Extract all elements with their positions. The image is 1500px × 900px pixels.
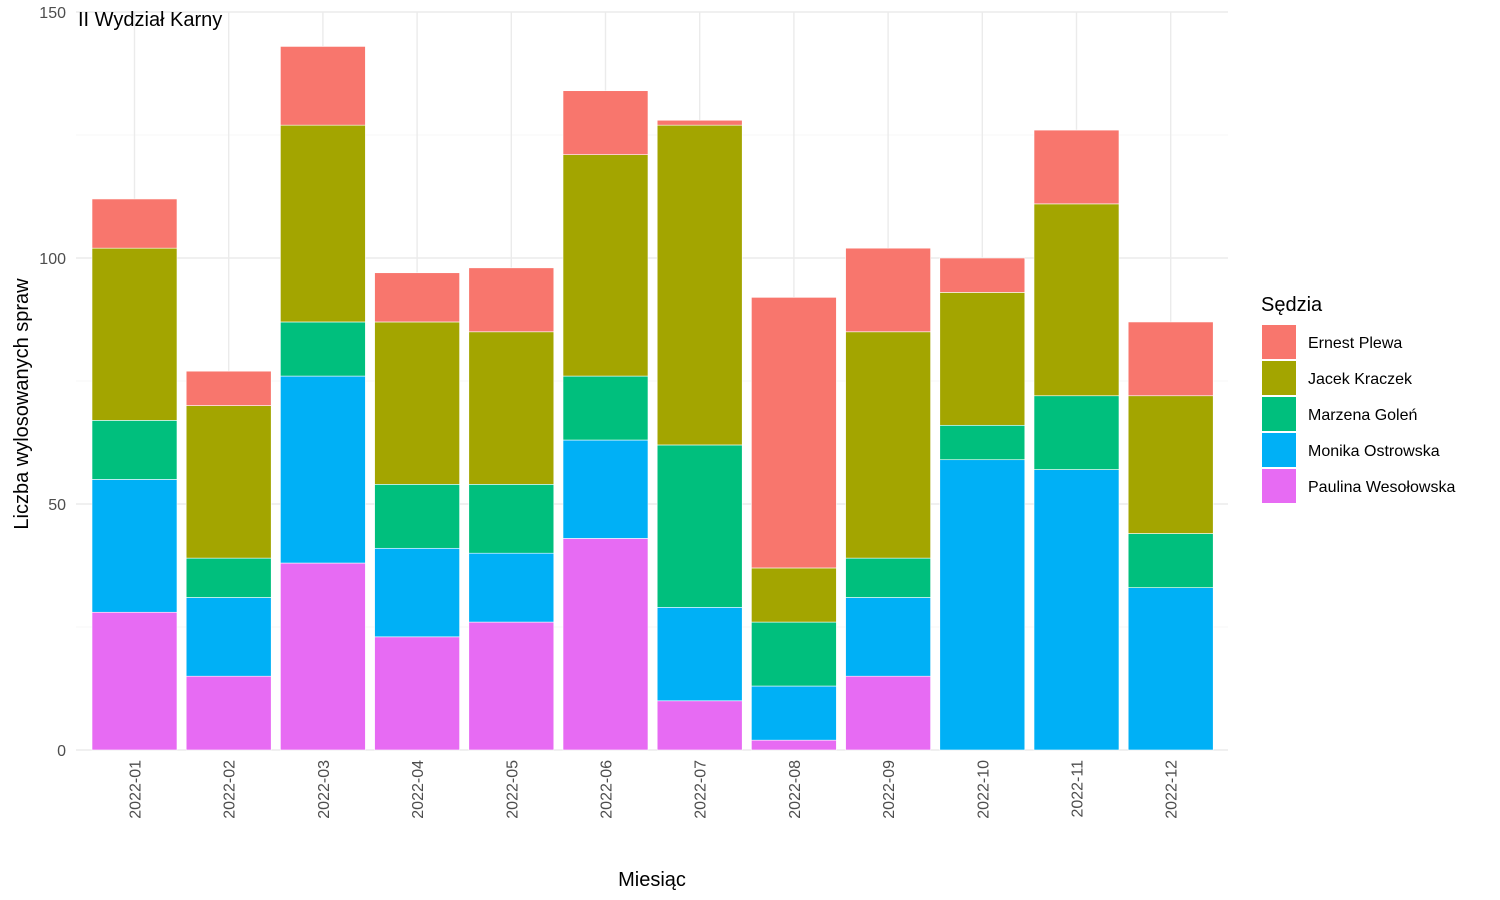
x-tick-label: 2022-03 <box>316 760 333 819</box>
x-tick-label: 2022-04 <box>410 760 427 819</box>
legend-label: Paulina Wesołowska <box>1308 479 1455 496</box>
x-axis-title: Miesiąc <box>618 869 686 891</box>
bar-segment <box>751 685 837 741</box>
bar-segment <box>656 119 743 126</box>
bar-segment <box>939 257 1026 293</box>
x-axis-ticks: 2022-01 2022-02 2022-03 2022-04 2022-05 2022-… <box>128 760 1181 819</box>
x-tick-label: 2022-09 <box>881 760 898 819</box>
bar-segment <box>280 562 366 751</box>
legend-swatch <box>1262 325 1296 359</box>
x-tick-label: 2022-11 <box>1070 760 1087 818</box>
y-axis-ticks: 0 50 100 150 <box>39 5 66 760</box>
bar-segment <box>845 331 931 559</box>
bar-segment <box>562 439 649 539</box>
legend-label: Jacek Kraczek <box>1308 371 1413 388</box>
bar-segment <box>91 247 178 421</box>
legend-swatch <box>1262 361 1296 395</box>
bar-segment <box>751 567 837 623</box>
bar-segment <box>374 321 460 485</box>
y-tick-label: 0 <box>57 743 66 760</box>
legend-items: Ernest Plewa Jacek Kraczek Marzena Goleń Mo… <box>1262 325 1455 503</box>
bar-segment <box>185 557 272 598</box>
bar-segment <box>845 247 931 333</box>
bar-segment <box>562 154 649 377</box>
bar-segment <box>185 405 272 559</box>
bar-segment <box>656 444 743 608</box>
bar-segment <box>91 420 178 480</box>
bar-segment <box>939 292 1026 426</box>
bar-segment <box>91 479 178 613</box>
legend-label: Monika Ostrowska <box>1308 443 1440 460</box>
bar-segment <box>468 267 555 333</box>
x-tick-label: 2022-07 <box>693 760 710 819</box>
bar-segment <box>1127 587 1214 751</box>
bar-segment <box>845 557 931 598</box>
legend-swatch <box>1262 433 1296 467</box>
legend-swatch <box>1262 469 1296 503</box>
bar-segment <box>374 272 460 323</box>
bar-segment <box>185 597 272 677</box>
x-tick-label: 2022-06 <box>599 760 616 819</box>
legend-label: Ernest Plewa <box>1308 335 1402 352</box>
bar-segment <box>656 124 743 446</box>
bar-segment <box>751 297 837 569</box>
legend-swatch <box>1262 397 1296 431</box>
bar-segment <box>1033 129 1120 205</box>
bar-segment <box>656 607 743 702</box>
y-tick-label: 100 <box>39 251 66 268</box>
bar-segment <box>939 459 1026 751</box>
x-tick-label: 2022-10 <box>975 760 992 819</box>
bar-segment <box>185 675 272 751</box>
bar-segment <box>374 484 460 549</box>
bar-segment <box>374 636 460 751</box>
bar-segment <box>656 700 743 751</box>
bar-segment <box>562 538 649 751</box>
x-tick-label: 2022-05 <box>504 760 521 819</box>
legend-label: Marzena Goleń <box>1308 407 1417 424</box>
bar-segment <box>751 621 837 687</box>
x-tick-label: 2022-12 <box>1164 760 1181 819</box>
bar-segment <box>845 675 931 751</box>
x-tick-label: 2022-01 <box>128 760 145 819</box>
bar-segment <box>1033 395 1120 470</box>
bar-segment <box>1127 395 1214 534</box>
bar-segment <box>374 547 460 638</box>
bar-segment <box>562 90 649 155</box>
bar-segment <box>751 739 837 751</box>
y-tick-label: 150 <box>39 5 66 22</box>
bars <box>91 46 1214 751</box>
bar-segment <box>280 124 366 323</box>
bar-segment <box>91 611 178 751</box>
bar-segment <box>280 321 366 377</box>
bar-segment <box>468 331 555 485</box>
legend-title: Sędzia <box>1261 294 1323 316</box>
bar-segment <box>280 375 366 564</box>
y-tick-label: 50 <box>48 497 66 514</box>
bar-segment <box>468 484 555 554</box>
bar-segment <box>468 552 555 623</box>
bar-segment <box>1033 203 1120 397</box>
bar-segment <box>939 424 1026 461</box>
bar-segment <box>1033 469 1120 751</box>
bar-segment <box>468 621 555 751</box>
legend: Sędzia Ernest Plewa Jacek Kraczek Marzena … <box>1261 294 1455 503</box>
chart-title: II Wydział Karny <box>78 9 222 31</box>
y-axis-title: Liczba wylosowanych spraw <box>11 278 33 530</box>
x-tick-label: 2022-08 <box>787 760 804 819</box>
bar-segment <box>280 46 366 126</box>
x-tick-label: 2022-02 <box>222 760 239 819</box>
bar-segment <box>562 375 649 441</box>
bar-segment <box>845 597 931 677</box>
bar-segment <box>1127 321 1214 397</box>
bar-segment <box>91 198 178 249</box>
bar-segment <box>185 370 272 406</box>
bar-segment <box>1127 533 1214 588</box>
